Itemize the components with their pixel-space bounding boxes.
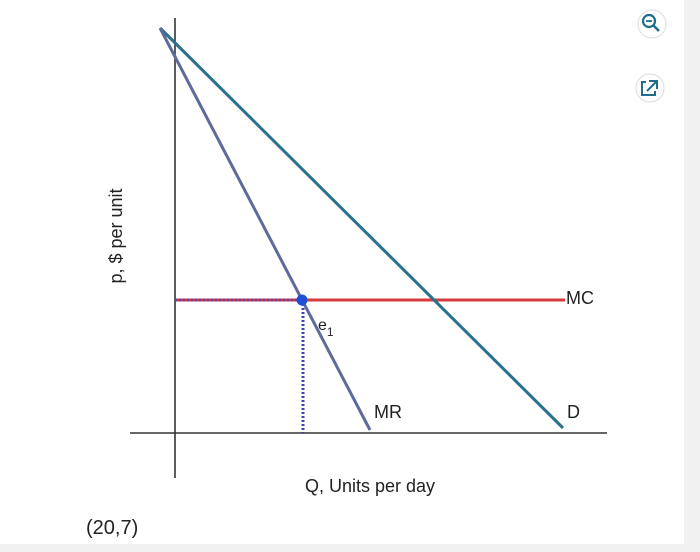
point-label: e1 bbox=[318, 317, 334, 339]
point-letter: e bbox=[318, 317, 327, 334]
bottom-margin bbox=[0, 544, 700, 552]
mr-label: MR bbox=[374, 402, 402, 422]
zoom-icon[interactable] bbox=[637, 9, 667, 39]
side-margin bbox=[684, 0, 700, 552]
mr-line bbox=[158, 27, 372, 431]
demand-line bbox=[158, 26, 565, 430]
equilibrium-point[interactable] bbox=[296, 294, 308, 306]
y-axis-label: p, $ per unit bbox=[106, 188, 126, 283]
answer-text: (20,7) bbox=[86, 517, 138, 539]
open-icon[interactable] bbox=[635, 73, 665, 103]
point-subscript: 1 bbox=[327, 325, 334, 339]
x-axis-label: Q, Units per day bbox=[305, 476, 435, 496]
d-label: D bbox=[567, 402, 580, 422]
mc-label: MC bbox=[566, 288, 594, 308]
